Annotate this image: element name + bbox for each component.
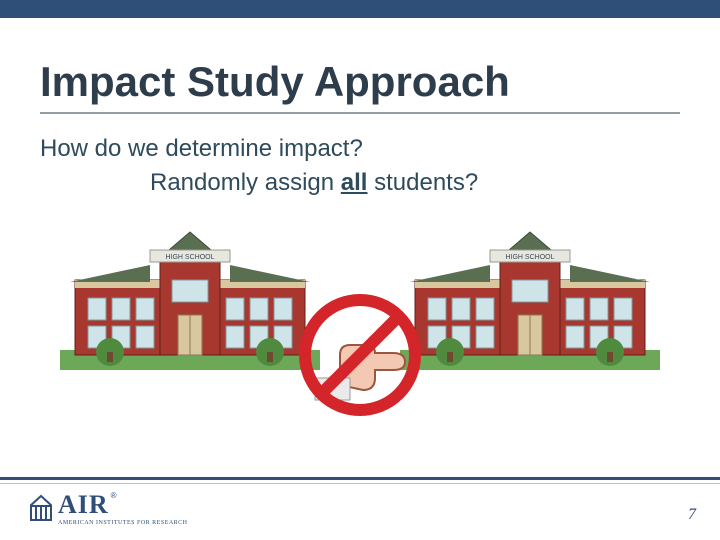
school-icon: HIGH SCHOOL	[400, 220, 660, 370]
school-icon: HIGH SCHOOL	[60, 220, 320, 370]
no-pointing-icon	[295, 290, 425, 420]
slide-title: Impact Study Approach	[40, 58, 680, 114]
footer-divider-bottom	[0, 483, 720, 484]
body-text: How do we determine impact? Randomly ass…	[40, 135, 680, 197]
slide: Impact Study Approach How do we determin…	[0, 0, 720, 540]
body-line-2-suffix: students?	[367, 169, 478, 196]
registered-mark: ®	[111, 491, 117, 500]
air-logo: AIR® AMERICAN INSTITUTES FOR RESEARCH	[30, 492, 188, 526]
air-logo-subtext: AMERICAN INSTITUTES FOR RESEARCH	[58, 520, 188, 526]
air-logo-letters: AIR	[58, 490, 109, 519]
body-line-2-prefix: Randomly assign	[150, 169, 341, 196]
page-number: 7	[688, 506, 696, 524]
svg-text:HIGH SCHOOL: HIGH SCHOOL	[165, 254, 214, 261]
svg-text:HIGH SCHOOL: HIGH SCHOOL	[505, 254, 554, 261]
air-logo-mark-icon	[30, 492, 52, 522]
school-building-right: HIGH SCHOOL	[400, 220, 660, 370]
top-accent-band	[0, 0, 720, 18]
body-line-2: Randomly assign all students?	[40, 169, 680, 197]
prohibition-sign	[295, 290, 425, 420]
school-building-left: HIGH SCHOOL	[60, 220, 320, 370]
illustration-row: HIGH SCHOOL	[0, 210, 720, 410]
title-block: Impact Study Approach	[40, 58, 680, 114]
body-line-1: How do we determine impact?	[40, 135, 680, 163]
footer-divider-top	[0, 477, 720, 480]
body-line-2-emphasis: all	[341, 169, 368, 196]
